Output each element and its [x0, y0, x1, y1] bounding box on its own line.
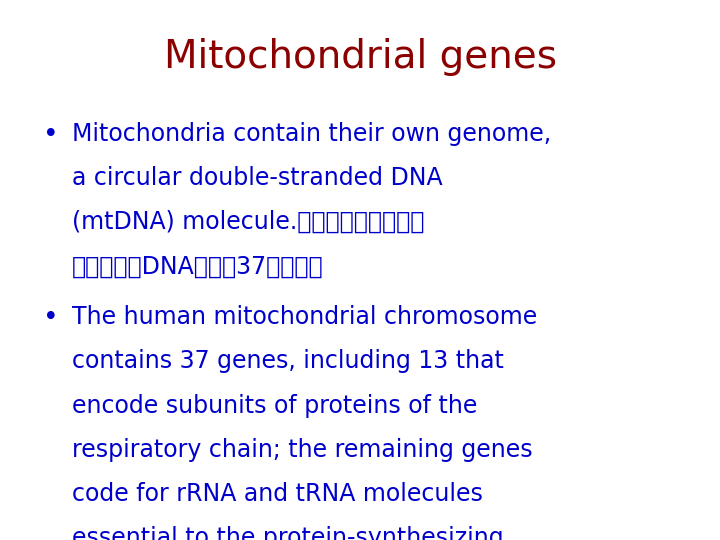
Text: essential to the protein-synthesizing: essential to the protein-synthesizing	[72, 526, 503, 540]
Text: Mitochondria contain their own genome,: Mitochondria contain their own genome,	[72, 122, 551, 145]
Text: code for rRNA and tRNA molecules: code for rRNA and tRNA molecules	[72, 482, 483, 506]
Text: contains 37 genes, including 13 that: contains 37 genes, including 13 that	[72, 349, 504, 373]
Text: Mitochondrial genes: Mitochondrial genes	[163, 38, 557, 76]
Text: a circular double-stranded DNA: a circular double-stranded DNA	[72, 166, 443, 190]
Text: •: •	[43, 305, 59, 331]
Text: respiratory chain; the remaining genes: respiratory chain; the remaining genes	[72, 438, 533, 462]
Text: (mtDNA) molecule.粒線體內有一環狀的: (mtDNA) molecule.粒線體內有一環狀的	[72, 210, 424, 234]
Text: •: •	[43, 122, 59, 147]
Text: The human mitochondrial chromosome: The human mitochondrial chromosome	[72, 305, 537, 329]
Text: encode subunits of proteins of the: encode subunits of proteins of the	[72, 394, 477, 417]
Text: 雙股螺旋的DNA。內含37個基因。: 雙股螺旋的DNA。內含37個基因。	[72, 254, 323, 278]
